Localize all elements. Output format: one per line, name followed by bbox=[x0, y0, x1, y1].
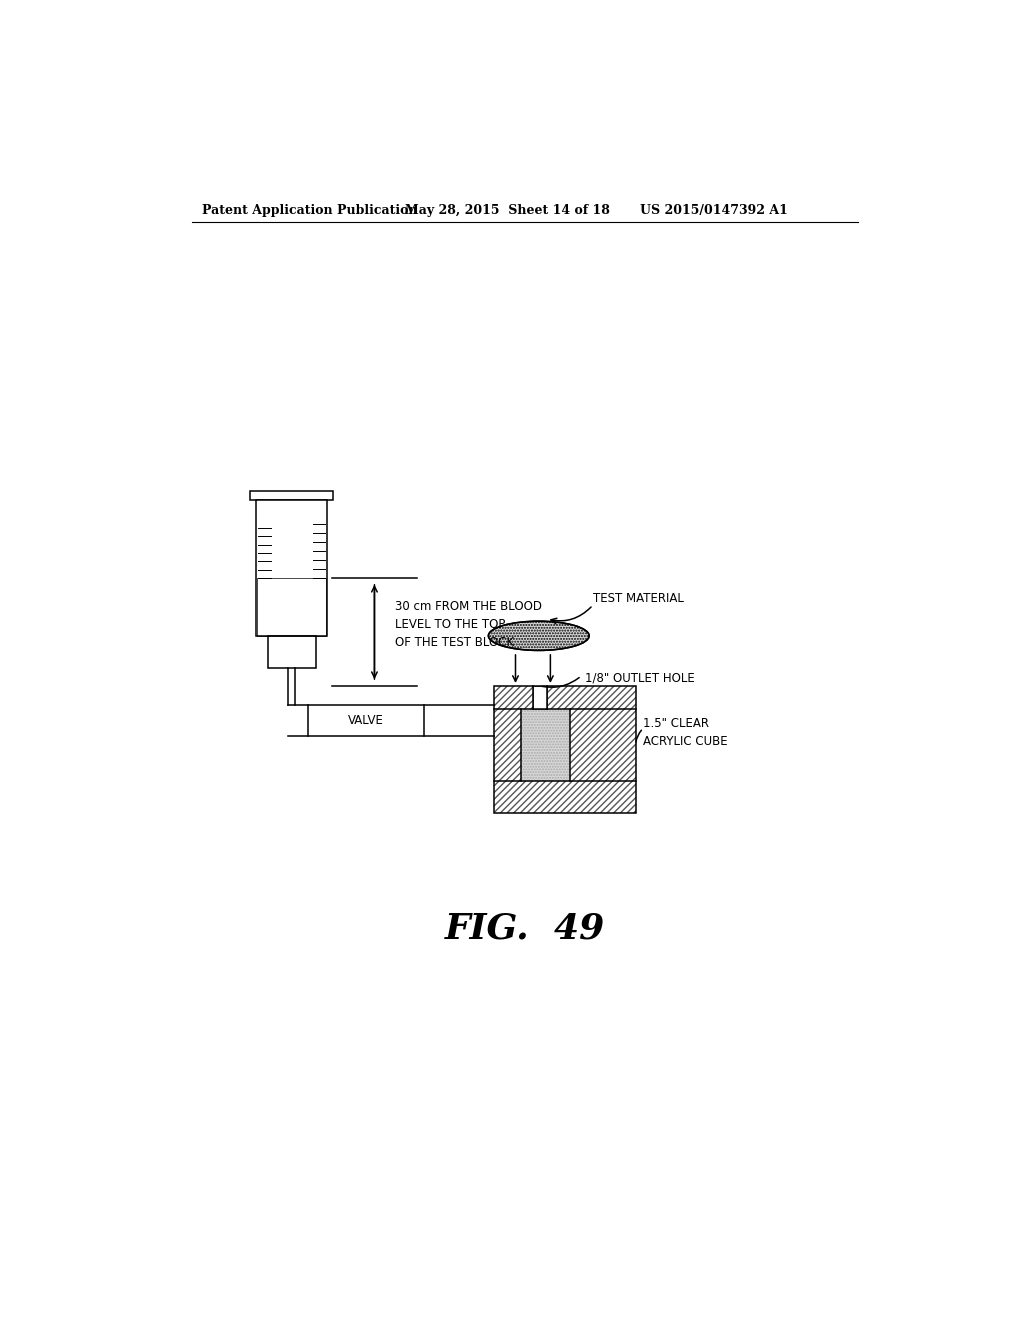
Bar bbox=[532, 686, 547, 709]
Bar bbox=[569, 709, 636, 780]
Bar bbox=[494, 686, 636, 813]
Bar bbox=[494, 709, 521, 780]
Text: May 28, 2015  Sheet 14 of 18: May 28, 2015 Sheet 14 of 18 bbox=[406, 205, 610, 218]
Text: US 2015/0147392 A1: US 2015/0147392 A1 bbox=[640, 205, 787, 218]
Bar bbox=[267, 636, 315, 668]
Bar bbox=[494, 780, 636, 813]
Bar bbox=[547, 686, 636, 709]
Bar bbox=[308, 705, 424, 737]
Bar bbox=[269, 636, 314, 668]
Text: Patent Application Publication: Patent Application Publication bbox=[202, 205, 417, 218]
Text: 1/8" OUTLET HOLE: 1/8" OUTLET HOLE bbox=[586, 672, 695, 685]
Text: FIG.  49: FIG. 49 bbox=[444, 911, 605, 945]
Bar bbox=[250, 491, 334, 500]
Bar bbox=[257, 578, 326, 636]
Text: 30 cm FROM THE BLOOD
LEVEL TO THE TOP
OF THE TEST BLOCK: 30 cm FROM THE BLOOD LEVEL TO THE TOP OF… bbox=[395, 599, 543, 648]
Ellipse shape bbox=[488, 622, 589, 651]
Text: VALVE: VALVE bbox=[348, 714, 384, 727]
Text: 1.5" CLEAR
ACRYLIC CUBE: 1.5" CLEAR ACRYLIC CUBE bbox=[643, 717, 728, 747]
Bar bbox=[257, 578, 326, 636]
Bar bbox=[256, 500, 328, 636]
Text: TEST MATERIAL: TEST MATERIAL bbox=[593, 593, 684, 606]
Bar bbox=[521, 709, 569, 780]
Bar bbox=[494, 686, 532, 709]
